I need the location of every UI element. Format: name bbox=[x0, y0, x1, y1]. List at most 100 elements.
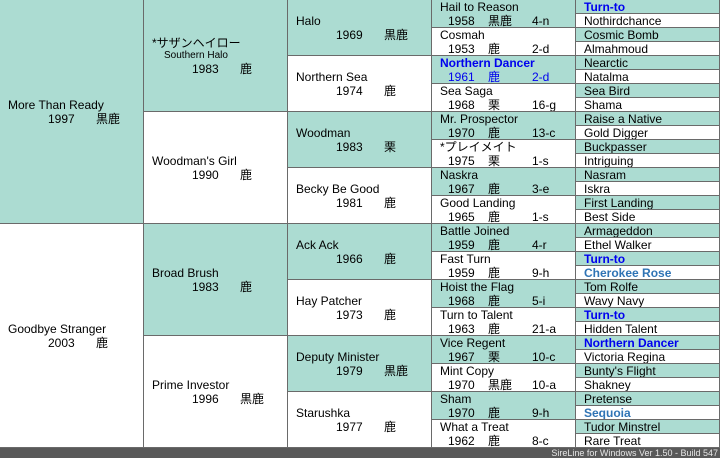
horse-cell-gen3[interactable]: Becky Be Good 1981 鹿 bbox=[288, 168, 432, 224]
horse-cell-gen5[interactable]: Gold Digger bbox=[576, 126, 720, 140]
horse-cell-gen4[interactable]: Battle Joined 1959 鹿 4-r bbox=[432, 224, 576, 252]
horse-cell-gen3[interactable]: Starushka 1977 鹿 bbox=[288, 392, 432, 448]
coat-color: 黒鹿 bbox=[240, 391, 265, 406]
family-number: 4-r bbox=[532, 238, 547, 252]
horse-name: Shama bbox=[584, 98, 623, 112]
horse-cell-gen4[interactable]: Northern Dancer 1961 鹿 2-d bbox=[432, 56, 576, 84]
horse-name: Battle Joined bbox=[440, 224, 510, 238]
horse-cell-gen4[interactable]: Sea Saga 1968 栗 16-g bbox=[432, 84, 576, 112]
horse-cell-gen5[interactable]: Victoria Regina bbox=[576, 350, 720, 364]
horse-cell-gen1[interactable]: More Than Ready 1997 黒鹿 bbox=[0, 0, 144, 224]
horse-name: *サザンヘイロー bbox=[152, 35, 241, 50]
birth-year: 1990 bbox=[192, 167, 219, 182]
family-number: 16-g bbox=[532, 98, 557, 112]
horse-cell-gen4[interactable]: Cosmah 1953 鹿 2-d bbox=[432, 28, 576, 56]
horse-cell-gen2[interactable]: Broad Brush 1983 鹿 bbox=[144, 224, 288, 336]
family-number: 5-i bbox=[532, 294, 546, 308]
horse-cell-gen5[interactable]: Rare Treat bbox=[576, 434, 720, 448]
horse-cell-gen5[interactable]: Wavy Navy bbox=[576, 294, 720, 308]
horse-name: Tom Rolfe bbox=[584, 280, 639, 294]
family-number: 1-s bbox=[532, 210, 549, 224]
horse-cell-gen5[interactable]: Cosmic Bomb bbox=[576, 28, 720, 42]
horse-name: Sea Saga bbox=[440, 84, 493, 98]
horse-cell-gen5[interactable]: Nearctic bbox=[576, 56, 720, 70]
horse-cell-gen5[interactable]: Armageddon bbox=[576, 224, 720, 238]
horse-cell-gen5[interactable]: Sequoia bbox=[576, 406, 720, 420]
horse-cell-gen3[interactable]: Deputy Minister 1979 黒鹿 bbox=[288, 336, 432, 392]
horse-cell-gen5[interactable]: Turn-to bbox=[576, 0, 720, 14]
horse-name: Hay Patcher bbox=[296, 293, 363, 308]
horse-cell-gen3[interactable]: Northern Sea 1974 鹿 bbox=[288, 56, 432, 112]
horse-cell-gen5[interactable]: Northern Dancer bbox=[576, 336, 720, 350]
horse-cell-gen5[interactable]: Iskra bbox=[576, 182, 720, 196]
horse-name: Nearctic bbox=[584, 56, 629, 70]
horse-name: Starushka bbox=[296, 405, 351, 420]
horse-name: What a Treat bbox=[440, 420, 509, 434]
horse-cell-gen5[interactable]: Turn-to bbox=[576, 252, 720, 266]
horse-cell-gen5[interactable]: Tom Rolfe bbox=[576, 280, 720, 294]
coat-color: 鹿 bbox=[488, 406, 501, 420]
coat-color: 鹿 bbox=[240, 167, 253, 182]
horse-cell-gen2[interactable]: *サザンヘイロー Southern Halo 1983 鹿 bbox=[144, 0, 288, 112]
horse-name: Turn-to bbox=[584, 0, 626, 14]
horse-cell-gen1[interactable]: Goodbye Stranger 2003 鹿 bbox=[0, 224, 144, 448]
horse-name: Sea Bird bbox=[584, 84, 631, 98]
horse-cell-gen5[interactable]: Pretense bbox=[576, 392, 720, 406]
horse-cell-gen5[interactable]: Cherokee Rose bbox=[576, 266, 720, 280]
horse-cell-gen5[interactable]: First Landing bbox=[576, 196, 720, 210]
birth-year: 1959 bbox=[448, 238, 475, 252]
birth-year: 1966 bbox=[336, 251, 363, 266]
horse-cell-gen3[interactable]: Halo 1969 黒鹿 bbox=[288, 0, 432, 56]
horse-cell-gen4[interactable]: Vice Regent 1967 栗 10-c bbox=[432, 336, 576, 364]
horse-cell-gen4[interactable]: *プレイメイト 1975 栗 1-s bbox=[432, 140, 576, 168]
horse-cell-gen5[interactable]: Intriguing bbox=[576, 154, 720, 168]
family-number: 4-n bbox=[532, 14, 550, 28]
horse-cell-gen4[interactable]: Turn to Talent 1963 鹿 21-a bbox=[432, 308, 576, 336]
horse-details: 1966 鹿 bbox=[296, 252, 427, 266]
coat-color: 鹿 bbox=[488, 182, 501, 196]
horse-cell-gen5[interactable]: Shakney bbox=[576, 378, 720, 392]
horse-details: 1983 鹿 bbox=[152, 62, 283, 76]
horse-cell-gen4[interactable]: Naskra 1967 鹿 3-e bbox=[432, 168, 576, 196]
horse-cell-gen4[interactable]: Fast Turn 1959 鹿 9-h bbox=[432, 252, 576, 280]
horse-cell-gen4[interactable]: Sham 1970 鹿 9-h bbox=[432, 392, 576, 420]
horse-cell-gen4[interactable]: Mr. Prospector 1970 鹿 13-c bbox=[432, 112, 576, 140]
horse-details: 1968 鹿 5-i bbox=[440, 294, 573, 308]
horse-cell-gen5[interactable]: Shama bbox=[576, 98, 720, 112]
horse-cell-gen3[interactable]: Ack Ack 1966 鹿 bbox=[288, 224, 432, 280]
horse-cell-gen4[interactable]: Mint Copy 1970 黒鹿 10-a bbox=[432, 364, 576, 392]
horse-cell-gen5[interactable]: Buckpasser bbox=[576, 140, 720, 154]
horse-cell-gen5[interactable]: Ethel Walker bbox=[576, 238, 720, 252]
horse-cell-gen4[interactable]: Hoist the Flag 1968 鹿 5-i bbox=[432, 280, 576, 308]
horse-details: 1968 栗 16-g bbox=[440, 98, 573, 112]
horse-cell-gen5[interactable]: Raise a Native bbox=[576, 112, 720, 126]
horse-cell-gen4[interactable]: What a Treat 1962 鹿 8-c bbox=[432, 420, 576, 448]
horse-cell-gen3[interactable]: Hay Patcher 1973 鹿 bbox=[288, 280, 432, 336]
horse-cell-gen5[interactable]: Hidden Talent bbox=[576, 322, 720, 336]
coat-color: 黒鹿 bbox=[96, 111, 121, 126]
horse-cell-gen5[interactable]: Best Side bbox=[576, 210, 720, 224]
horse-cell-gen5[interactable]: Nothirdchance bbox=[576, 14, 720, 28]
horse-cell-gen5[interactable]: Tudor Minstrel bbox=[576, 420, 720, 434]
horse-name: Hail to Reason bbox=[440, 0, 519, 14]
horse-cell-gen5[interactable]: Natalma bbox=[576, 70, 720, 84]
horse-cell-gen3[interactable]: Woodman 1983 栗 bbox=[288, 112, 432, 168]
horse-cell-gen2[interactable]: Prime Investor 1996 黒鹿 bbox=[144, 336, 288, 448]
horse-details: 1969 黒鹿 bbox=[296, 28, 427, 42]
horse-cell-gen4[interactable]: Hail to Reason 1958 黒鹿 4-n bbox=[432, 0, 576, 28]
horse-name: Cosmah bbox=[440, 28, 485, 42]
coat-color: 黒鹿 bbox=[488, 14, 513, 28]
horse-cell-gen5[interactable]: Bunty's Flight bbox=[576, 364, 720, 378]
horse-name: Armageddon bbox=[584, 224, 653, 238]
horse-cell-gen5[interactable]: Nasram bbox=[576, 168, 720, 182]
horse-cell-gen2[interactable]: Woodman's Girl 1990 鹿 bbox=[144, 112, 288, 224]
horse-cell-gen5[interactable]: Turn-to bbox=[576, 308, 720, 322]
horse-cell-gen4[interactable]: Good Landing 1965 鹿 1-s bbox=[432, 196, 576, 224]
birth-year: 1970 bbox=[448, 378, 475, 392]
horse-cell-gen5[interactable]: Almahmoud bbox=[576, 42, 720, 56]
horse-details: 2003 鹿 bbox=[8, 336, 139, 350]
horse-cell-gen5[interactable]: Sea Bird bbox=[576, 84, 720, 98]
family-number: 2-d bbox=[532, 70, 550, 84]
coat-color: 鹿 bbox=[488, 294, 501, 308]
coat-color: 鹿 bbox=[240, 61, 253, 76]
